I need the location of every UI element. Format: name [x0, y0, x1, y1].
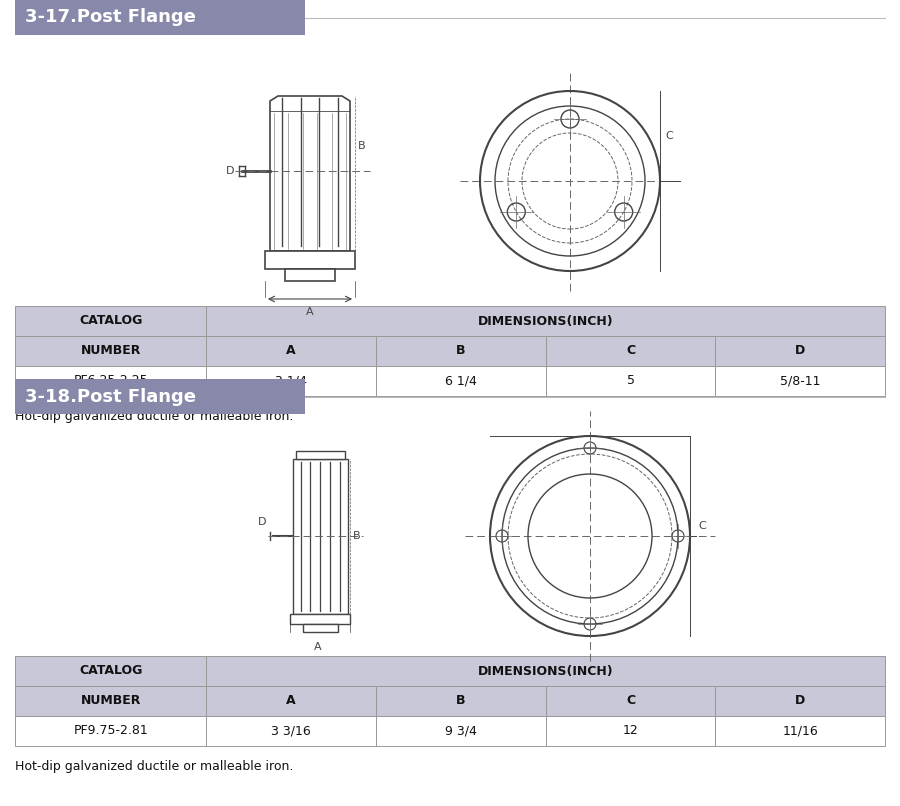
- Bar: [545, 366, 716, 396]
- Text: 5: 5: [626, 375, 634, 388]
- Bar: [15, 0, 305, 35]
- Bar: [206, 306, 885, 336]
- Text: NUMBER: NUMBER: [80, 344, 141, 358]
- Bar: [545, 336, 716, 366]
- Bar: [295, 451, 345, 459]
- Text: 5/8-11: 5/8-11: [780, 375, 821, 388]
- Text: DIMENSIONS(INCH): DIMENSIONS(INCH): [478, 314, 614, 327]
- PathPatch shape: [270, 96, 350, 111]
- Text: D: D: [258, 517, 266, 527]
- Bar: [15, 716, 206, 746]
- Text: NUMBER: NUMBER: [80, 695, 141, 708]
- Bar: [15, 656, 206, 686]
- Bar: [206, 656, 885, 686]
- Bar: [206, 336, 376, 366]
- Text: B: B: [353, 531, 360, 541]
- Bar: [545, 716, 716, 746]
- Bar: [302, 624, 338, 631]
- Bar: [206, 366, 376, 396]
- Text: 3-17.Post Flange: 3-17.Post Flange: [25, 9, 196, 27]
- Text: B: B: [358, 141, 365, 151]
- Bar: [376, 686, 545, 716]
- Text: 3-18.Post Flange: 3-18.Post Flange: [25, 388, 196, 405]
- Text: CATALOG: CATALOG: [79, 314, 142, 327]
- Bar: [15, 306, 206, 336]
- Text: B: B: [456, 344, 465, 358]
- Text: Hot-dip galvanized ductile or malleable iron.: Hot-dip galvanized ductile or malleable …: [15, 760, 293, 773]
- Text: CATALOG: CATALOG: [79, 664, 142, 678]
- Bar: [716, 366, 885, 396]
- Bar: [376, 336, 545, 366]
- Text: PF9.75-2.81: PF9.75-2.81: [73, 725, 148, 737]
- Text: 11/16: 11/16: [782, 725, 818, 737]
- Bar: [376, 366, 545, 396]
- Text: C: C: [626, 344, 635, 358]
- Bar: [716, 716, 885, 746]
- Text: 6 1/4: 6 1/4: [445, 375, 477, 388]
- Bar: [206, 686, 376, 716]
- Bar: [265, 251, 355, 269]
- Text: DIMENSIONS(INCH): DIMENSIONS(INCH): [478, 664, 614, 678]
- Text: 9 3/4: 9 3/4: [445, 725, 477, 737]
- Text: 3 3/16: 3 3/16: [272, 725, 311, 737]
- Text: C: C: [665, 131, 673, 141]
- Bar: [206, 716, 376, 746]
- Text: B: B: [456, 695, 465, 708]
- Text: D: D: [226, 166, 234, 176]
- Text: 3 1/4: 3 1/4: [275, 375, 307, 388]
- Bar: [292, 459, 347, 613]
- Bar: [285, 269, 335, 281]
- Text: C: C: [626, 695, 635, 708]
- Text: A: A: [314, 642, 322, 651]
- Bar: [376, 716, 545, 746]
- Bar: [15, 686, 206, 716]
- Bar: [716, 336, 885, 366]
- Text: 12: 12: [623, 725, 638, 737]
- Bar: [15, 379, 305, 414]
- Text: A: A: [306, 307, 314, 317]
- Bar: [716, 686, 885, 716]
- Bar: [15, 366, 206, 396]
- Text: A: A: [286, 695, 296, 708]
- Text: D: D: [795, 344, 806, 358]
- Text: C: C: [698, 521, 706, 531]
- Text: D: D: [795, 695, 806, 708]
- Text: PF6.25-2.25: PF6.25-2.25: [74, 375, 148, 388]
- Text: Hot-dip galvanized ductile or malleable iron.: Hot-dip galvanized ductile or malleable …: [15, 410, 293, 423]
- Text: A: A: [286, 344, 296, 358]
- Bar: [290, 613, 350, 624]
- Bar: [545, 686, 716, 716]
- Bar: [270, 111, 350, 251]
- Bar: [15, 336, 206, 366]
